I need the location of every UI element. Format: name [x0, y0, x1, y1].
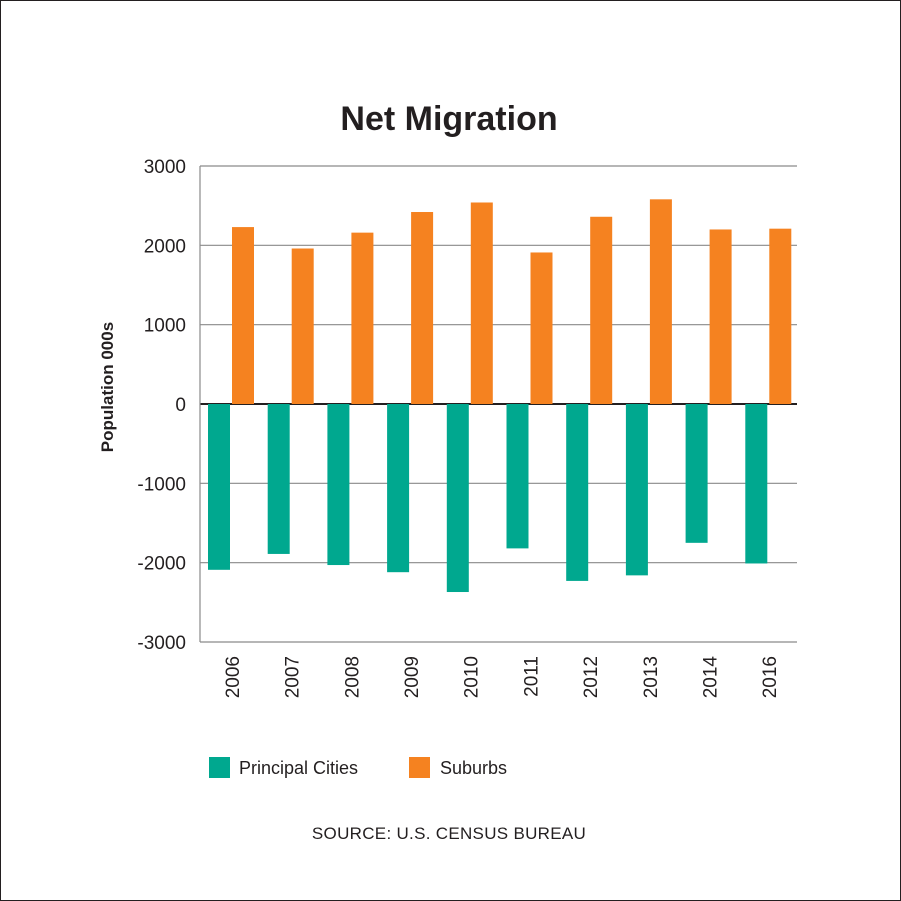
- bar-principal-cities-2006: [208, 404, 230, 570]
- y-tick-label: -1000: [137, 474, 186, 495]
- y-tick-label: 2000: [144, 236, 186, 257]
- x-tick-label: 2010: [462, 656, 483, 698]
- bar-suburbs-2010: [470, 202, 493, 404]
- x-tick-label: 2011: [521, 656, 542, 697]
- y-tick-label: 1000: [144, 316, 186, 337]
- x-tick-label: 2014: [700, 656, 721, 699]
- bar-principal-cities-2011: [506, 404, 529, 549]
- x-tick-label: 2006: [223, 656, 244, 698]
- bar-suburbs-2009: [411, 212, 434, 404]
- y-axis-ticks: 3000 2000 1000 0 -1000 -2000 -3000: [137, 157, 186, 654]
- bar-principal-cities-2008: [327, 404, 350, 566]
- legend-swatch-suburbs: [409, 757, 430, 778]
- bar-principal-cities-2010: [446, 404, 469, 593]
- bars: [208, 199, 792, 593]
- bar-suburbs-2006: [232, 227, 254, 404]
- grid-lines: [199, 165, 797, 643]
- source-note: SOURCE: U.S. CENSUS BUREAU: [312, 824, 586, 843]
- chart-title: Net Migration: [340, 100, 557, 138]
- y-axis-label: Population 000s: [98, 322, 117, 452]
- y-tick-label: 0: [175, 395, 186, 416]
- bar-suburbs-2016: [769, 228, 792, 404]
- x-axis-ticks: 2006 2007 2008 2009 2010 2011 2012 2013 2014 2016: [223, 656, 781, 699]
- y-tick-label: 3000: [144, 157, 186, 178]
- legend-swatch-principal-cities: [209, 757, 230, 778]
- bar-suburbs-2007: [291, 248, 314, 404]
- legend-label-suburbs: Suburbs: [440, 758, 507, 778]
- bar-principal-cities-2009: [387, 404, 410, 573]
- bar-suburbs-2013: [649, 199, 672, 404]
- x-tick-label: 2013: [641, 656, 662, 698]
- bar-principal-cities-2013: [625, 404, 648, 576]
- x-tick-label: 2007: [283, 656, 304, 698]
- bar-principal-cities-2007: [267, 404, 290, 554]
- x-tick-label: 2009: [402, 656, 423, 698]
- bar-principal-cities-2012: [566, 404, 589, 581]
- y-tick-label: -2000: [137, 554, 186, 575]
- bar-suburbs-2012: [590, 216, 613, 404]
- bar-principal-cities-2016: [745, 404, 768, 564]
- x-tick-label: 2008: [342, 656, 363, 698]
- x-tick-label: 2012: [581, 656, 602, 698]
- legend: Principal Cities Suburbs: [209, 757, 507, 778]
- x-tick-label: 2016: [760, 656, 781, 698]
- bar-suburbs-2014: [709, 229, 732, 404]
- bar-suburbs-2011: [530, 252, 553, 404]
- legend-label-principal-cities: Principal Cities: [239, 758, 358, 778]
- bar-suburbs-2008: [351, 232, 374, 404]
- bar-principal-cities-2014: [685, 404, 708, 543]
- y-tick-label: -3000: [137, 633, 186, 654]
